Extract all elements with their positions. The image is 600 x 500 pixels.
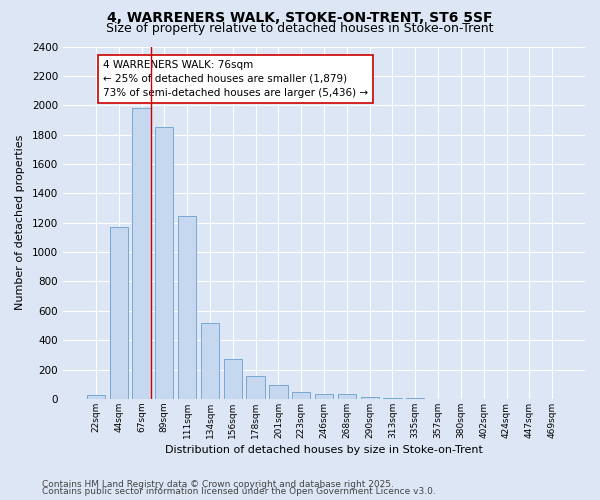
Text: Contains public sector information licensed under the Open Government Licence v3: Contains public sector information licen…: [42, 487, 436, 496]
Bar: [133, 108, 151, 399]
Bar: [315, 394, 333, 399]
Text: Size of property relative to detached houses in Stoke-on-Trent: Size of property relative to detached ho…: [106, 22, 494, 35]
Bar: [269, 385, 287, 399]
Text: 4 WARRENERS WALK: 76sqm
← 25% of detached houses are smaller (1,879)
73% of semi: 4 WARRENERS WALK: 76sqm ← 25% of detache…: [103, 60, 368, 98]
Bar: [201, 324, 219, 399]
Bar: [224, 358, 242, 399]
Bar: [110, 227, 128, 399]
Bar: [178, 216, 196, 399]
Bar: [87, 395, 105, 399]
Bar: [247, 376, 265, 399]
Text: 4, WARRENERS WALK, STOKE-ON-TRENT, ST6 5SF: 4, WARRENERS WALK, STOKE-ON-TRENT, ST6 5…: [107, 11, 493, 25]
Bar: [361, 398, 379, 399]
Bar: [338, 394, 356, 399]
Bar: [292, 392, 310, 399]
Bar: [155, 126, 173, 399]
Y-axis label: Number of detached properties: Number of detached properties: [15, 135, 25, 310]
X-axis label: Distribution of detached houses by size in Stoke-on-Trent: Distribution of detached houses by size …: [165, 445, 483, 455]
Bar: [383, 398, 401, 399]
Text: Contains HM Land Registry data © Crown copyright and database right 2025.: Contains HM Land Registry data © Crown c…: [42, 480, 394, 489]
